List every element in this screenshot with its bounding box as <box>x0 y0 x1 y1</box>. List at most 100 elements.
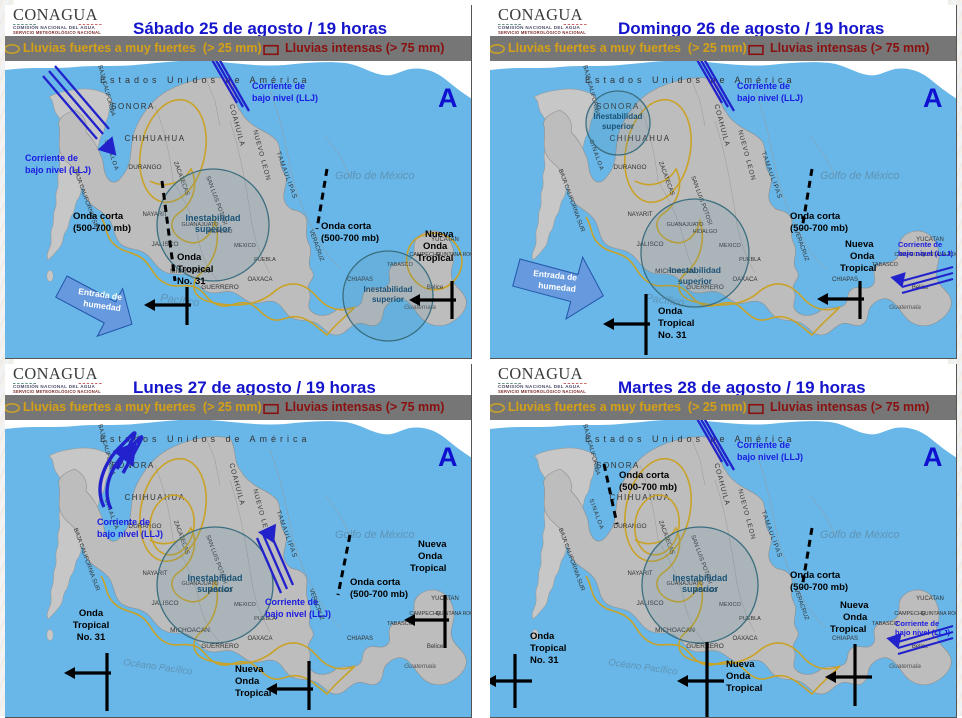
svg-text:Onda corta: Onda corta <box>619 470 670 481</box>
svg-text:DURANGO: DURANGO <box>613 164 646 171</box>
svg-text:Onda: Onda <box>843 612 868 623</box>
svg-text:CHIAPAS: CHIAPAS <box>832 277 858 283</box>
svg-text:bajo nivel (LLJ): bajo nivel (LLJ) <box>265 609 331 619</box>
svg-text:Onda: Onda <box>235 676 260 687</box>
svg-text:DURANGO: DURANGO <box>128 164 161 171</box>
svg-text:GUERRERO: GUERRERO <box>686 643 724 650</box>
svg-text:bajo nivel (LLJ): bajo nivel (LLJ) <box>737 93 803 103</box>
svg-text:Inestabilidad: Inestabilidad <box>187 573 242 583</box>
svg-text:Tropical: Tropical <box>73 620 109 631</box>
svg-text:Tropical: Tropical <box>830 624 866 635</box>
svg-text:superior: superior <box>678 276 713 286</box>
svg-text:superior: superior <box>372 295 404 304</box>
svg-text:Nueva: Nueva <box>840 600 869 611</box>
svg-text:bajo nivel (LLJ): bajo nivel (LLJ) <box>898 249 954 258</box>
svg-text:Onda: Onda <box>177 252 202 263</box>
svg-text:SONORA: SONORA <box>111 102 155 111</box>
svg-text:Inestabilidad: Inestabilidad <box>594 112 643 121</box>
svg-text:Guatemala: Guatemala <box>889 304 921 311</box>
svg-text:Onda corta: Onda corta <box>73 211 124 222</box>
svg-text:OAXACA: OAXACA <box>247 636 272 642</box>
svg-text:YUCATAN: YUCATAN <box>916 596 944 602</box>
svg-text:SONORA: SONORA <box>596 461 640 470</box>
svg-text:No. 31: No. 31 <box>77 632 106 643</box>
svg-text:Onda corta: Onda corta <box>321 221 372 232</box>
svg-text:(500-700 mb): (500-700 mb) <box>350 589 408 600</box>
svg-text:Onda corta: Onda corta <box>350 577 401 588</box>
svg-text:A: A <box>923 442 943 472</box>
svg-text:NAYARIT: NAYARIT <box>627 212 652 218</box>
svg-text:Golfo de México: Golfo de México <box>335 529 414 541</box>
svg-text:Tropical: Tropical <box>840 263 876 274</box>
svg-text:Tropical: Tropical <box>530 643 566 654</box>
svg-text:Onda corta: Onda corta <box>790 570 841 581</box>
svg-text:(500-700 mb): (500-700 mb) <box>619 482 677 493</box>
svg-text:Onda: Onda <box>850 251 875 262</box>
svg-text:Corriente de: Corriente de <box>737 81 790 91</box>
svg-text:Nueva: Nueva <box>845 239 874 250</box>
svg-text:Nueva: Nueva <box>425 229 454 240</box>
svg-text:A: A <box>438 442 458 472</box>
svg-text:Guatemala: Guatemala <box>889 663 921 670</box>
svg-text:Inestabilidad: Inestabilidad <box>364 285 413 294</box>
svg-text:Nueva: Nueva <box>418 539 447 550</box>
svg-text:bajo nivel (LLJ): bajo nivel (LLJ) <box>97 529 163 539</box>
svg-text:Nueva: Nueva <box>726 659 755 670</box>
svg-text:Corriente de: Corriente de <box>97 517 150 527</box>
svg-text:bajo nivel (LLJ): bajo nivel (LLJ) <box>252 93 318 103</box>
svg-text:Corriente de: Corriente de <box>25 153 78 163</box>
svg-text:Nueva: Nueva <box>235 664 264 675</box>
svg-text:Golfo de México: Golfo de México <box>820 170 899 182</box>
svg-text:Onda: Onda <box>658 306 683 317</box>
svg-text:CHIHUAHUA: CHIHUAHUA <box>124 134 185 143</box>
svg-text:Onda: Onda <box>418 551 443 562</box>
svg-text:QUINTANA ROO: QUINTANA ROO <box>921 611 956 617</box>
svg-text:Onda: Onda <box>423 241 448 252</box>
svg-text:superior: superior <box>195 224 232 234</box>
svg-text:Corriente de: Corriente de <box>265 597 318 607</box>
svg-text:CHIHUAHUA: CHIHUAHUA <box>124 493 185 502</box>
svg-text:DURANGO: DURANGO <box>613 523 646 530</box>
svg-text:Guatemala: Guatemala <box>404 663 436 670</box>
svg-text:Onda: Onda <box>726 671 751 682</box>
svg-text:bajo nivel (LLJ): bajo nivel (LLJ) <box>25 165 91 175</box>
svg-text:Onda corta: Onda corta <box>790 211 841 222</box>
svg-text:GUERRERO: GUERRERO <box>201 284 239 291</box>
svg-text:Onda: Onda <box>79 608 104 619</box>
svg-text:No. 31: No. 31 <box>177 276 206 287</box>
svg-text:Onda: Onda <box>530 631 555 642</box>
svg-text:(500-700 mb): (500-700 mb) <box>73 223 131 234</box>
svg-text:(500-700 mb): (500-700 mb) <box>790 582 848 593</box>
svg-text:CHIAPAS: CHIAPAS <box>832 636 858 642</box>
svg-text:Tropical: Tropical <box>235 688 271 699</box>
svg-text:Golfo de México: Golfo de México <box>335 170 414 182</box>
svg-text:(500-700 mb): (500-700 mb) <box>321 233 379 244</box>
svg-text:OAXACA: OAXACA <box>732 636 757 642</box>
svg-text:bajo nivel (LLJ): bajo nivel (LLJ) <box>737 452 803 462</box>
svg-text:Belice: Belice <box>427 644 444 650</box>
svg-text:Golfo de México: Golfo de México <box>820 529 899 541</box>
svg-text:A: A <box>438 83 458 113</box>
svg-text:superior: superior <box>682 584 719 594</box>
svg-text:CHIHUAHUA: CHIHUAHUA <box>609 493 670 502</box>
svg-text:Tropical: Tropical <box>177 264 213 275</box>
svg-text:OAXACA: OAXACA <box>247 277 272 283</box>
svg-text:(500-700 mb): (500-700 mb) <box>790 223 848 234</box>
svg-text:superior: superior <box>197 584 234 594</box>
svg-text:Inestabilidad: Inestabilidad <box>669 265 721 275</box>
svg-text:Corriente de: Corriente de <box>898 240 942 249</box>
svg-text:Corriente de: Corriente de <box>895 619 939 628</box>
svg-text:Inestabilidad: Inestabilidad <box>185 213 240 223</box>
svg-text:Tropical: Tropical <box>658 318 694 329</box>
svg-text:No. 31: No. 31 <box>530 655 559 666</box>
svg-text:Tropical: Tropical <box>417 253 453 264</box>
svg-text:QUINTANA ROO: QUINTANA ROO <box>436 611 471 617</box>
svg-text:GUERRERO: GUERRERO <box>201 643 239 650</box>
svg-text:Tropical: Tropical <box>726 683 762 694</box>
svg-text:A: A <box>923 83 943 113</box>
svg-text:Inestabilidad: Inestabilidad <box>672 573 727 583</box>
svg-text:bajo nivel (LLJ): bajo nivel (LLJ) <box>895 628 951 637</box>
svg-text:Corriente de: Corriente de <box>252 81 305 91</box>
svg-text:No. 31: No. 31 <box>658 330 687 341</box>
svg-text:Corriente de: Corriente de <box>737 440 790 450</box>
